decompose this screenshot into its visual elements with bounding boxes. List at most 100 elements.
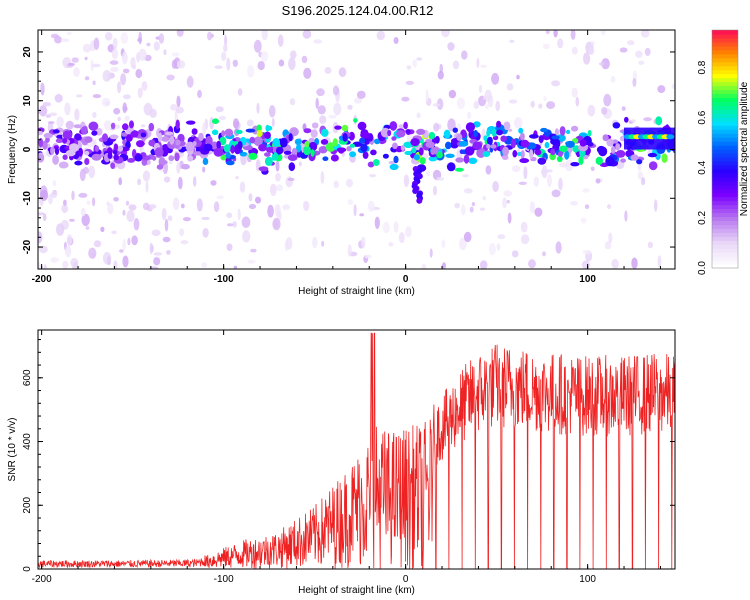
noise-blob — [102, 251, 112, 265]
band-blob — [443, 129, 451, 139]
band-blob — [554, 128, 560, 136]
noise-blob — [241, 216, 251, 228]
noise-blob — [382, 221, 390, 234]
colorbar-segment — [712, 129, 738, 134]
noise-blob — [215, 106, 224, 113]
noise-blob — [600, 30, 606, 36]
band-blob — [540, 127, 548, 133]
band-blob — [288, 133, 293, 142]
noise-blob — [534, 207, 543, 217]
colorbar-tick-label: 0.0 — [697, 261, 708, 275]
noise-blob — [224, 34, 228, 47]
band-blob — [534, 149, 542, 156]
noise-blob — [137, 37, 143, 43]
noise-blob — [153, 41, 160, 51]
band-blob — [265, 124, 270, 132]
noise-blob — [458, 237, 467, 251]
noise-blob — [42, 102, 51, 107]
noise-blob — [122, 238, 127, 251]
x-axis-title: Height of straight line (km) — [298, 585, 415, 596]
noise-blob — [506, 199, 510, 204]
colorbar-tick-label: 0.8 — [697, 60, 708, 74]
noise-blob — [71, 190, 75, 201]
noise-blob — [261, 30, 268, 41]
noise-blob — [542, 43, 550, 50]
noise-blob — [164, 218, 169, 232]
band-blob — [502, 146, 509, 157]
noise-blob — [509, 39, 515, 43]
band-blob — [192, 151, 203, 156]
band-blob — [598, 146, 608, 157]
noise-blob — [393, 37, 399, 44]
band-blob — [410, 138, 420, 147]
band-blob — [88, 121, 99, 131]
noise-blob — [40, 82, 44, 92]
band-blob — [587, 130, 592, 137]
band-blob — [212, 118, 219, 124]
band-blob — [382, 153, 389, 159]
noise-blob — [237, 88, 243, 96]
band-blob — [544, 141, 550, 149]
noise-blob — [479, 207, 486, 211]
band-blob — [192, 140, 197, 147]
noise-blob — [425, 89, 429, 102]
band-blob — [648, 161, 658, 171]
snr-frame — [37, 329, 676, 570]
noise-blob — [603, 93, 612, 107]
noise-blob — [126, 210, 135, 222]
band-blob — [473, 130, 479, 138]
noise-blob — [303, 200, 310, 211]
noise-blob — [151, 229, 161, 237]
noise-blob — [202, 166, 206, 173]
noise-blob — [110, 67, 119, 72]
band-blob — [318, 146, 328, 154]
noise-blob — [232, 59, 238, 67]
band-blob — [411, 147, 417, 154]
noise-blob — [52, 180, 57, 187]
noise-blob — [518, 181, 527, 185]
noise-blob — [347, 199, 354, 206]
band-blob — [416, 197, 423, 204]
y-axis-title: SNR (10 * v/v) — [7, 418, 18, 482]
noise-blob — [529, 201, 536, 214]
noise-blob — [248, 193, 253, 202]
noise-blob — [248, 203, 257, 210]
noise-blob — [480, 64, 487, 68]
noise-blob — [247, 65, 255, 78]
band-blob — [418, 147, 424, 156]
colorbar-frame — [711, 29, 739, 269]
band-blob — [332, 138, 338, 147]
noise-blob — [226, 243, 233, 251]
noise-blob — [657, 85, 666, 94]
noise-blob — [242, 230, 251, 243]
noise-blob — [502, 197, 507, 209]
colorbar-title: Normalized spectral amplitude — [739, 81, 750, 216]
noise-blob — [277, 34, 284, 47]
band-blob — [272, 138, 281, 147]
y-tick-label: 200 — [22, 496, 33, 513]
band-blob — [253, 136, 263, 147]
noise-blob — [273, 220, 279, 228]
band-blob — [403, 121, 408, 130]
noise-blob — [488, 243, 496, 256]
noise-blob — [122, 209, 126, 216]
noise-blob — [256, 102, 260, 114]
noise-blob — [447, 42, 455, 51]
noise-blob — [119, 249, 124, 253]
colorbar-segment — [712, 160, 738, 166]
colorbar-segment — [712, 85, 738, 91]
colorbar-segment — [712, 109, 738, 114]
colorbar-segment — [712, 196, 738, 202]
noise-blob — [632, 77, 637, 87]
noise-blob — [513, 117, 523, 129]
noise-blob — [316, 88, 325, 97]
band-blob — [445, 153, 455, 158]
noise-blob — [201, 262, 208, 268]
band-blob — [175, 119, 180, 130]
band-blob — [130, 130, 139, 138]
band-blob — [512, 150, 518, 158]
noise-blob — [43, 213, 47, 222]
band-blob — [456, 133, 463, 141]
noise-blob — [137, 178, 142, 186]
band-blob — [468, 157, 478, 164]
